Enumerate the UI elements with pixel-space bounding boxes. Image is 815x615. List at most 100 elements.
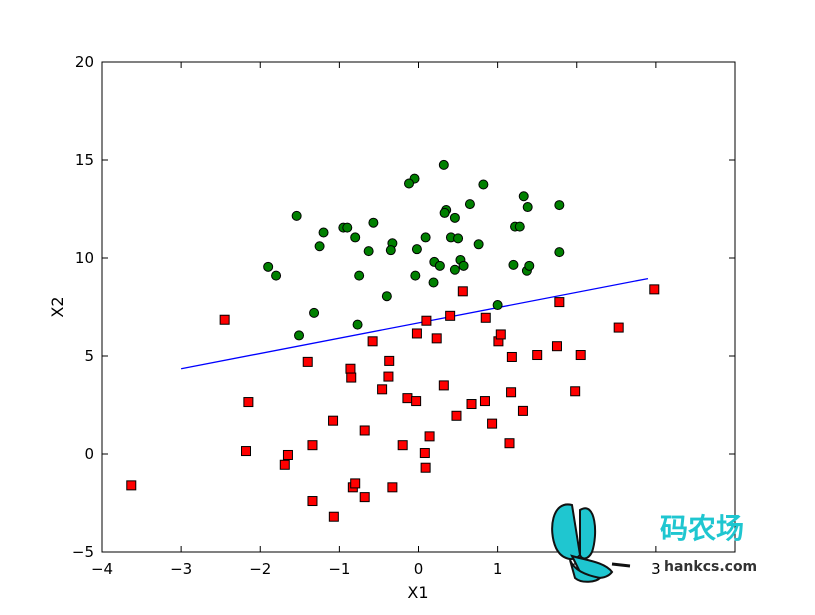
- data-points: [126, 159, 660, 522]
- circle-point: [410, 270, 421, 281]
- square-point: [649, 284, 660, 295]
- square-point: [431, 333, 442, 344]
- square-point: [411, 396, 422, 407]
- square-point: [506, 387, 517, 398]
- x-axis-label: X1: [407, 583, 428, 602]
- square-point: [613, 322, 624, 333]
- square-point: [346, 372, 357, 383]
- circle-point: [518, 191, 529, 202]
- decision-boundary-line: [181, 277, 649, 370]
- circle-point: [554, 200, 565, 211]
- watermark-text: 码农场: [660, 512, 744, 545]
- y-tick-label: 5: [84, 347, 94, 365]
- square-point: [328, 415, 339, 426]
- watermark-url: hankcs.com: [664, 559, 757, 575]
- square-point: [506, 351, 517, 362]
- square-point: [451, 410, 462, 421]
- circle-point: [381, 291, 392, 302]
- circle-point: [514, 221, 525, 232]
- circle-point: [458, 260, 469, 271]
- circle-point: [478, 179, 489, 190]
- square-point: [328, 511, 339, 522]
- square-point: [307, 496, 318, 507]
- square-point: [397, 440, 408, 451]
- square-point: [457, 286, 468, 297]
- square-point: [487, 418, 498, 429]
- square-point: [532, 350, 543, 361]
- square-point: [419, 448, 430, 459]
- x-tick-label: −1: [328, 560, 350, 578]
- y-axis: −5 0 5 10 15 20: [72, 53, 735, 561]
- square-point: [383, 371, 394, 382]
- square-point: [438, 380, 449, 391]
- circle-point: [473, 239, 484, 250]
- circle-point: [449, 212, 460, 223]
- circle-point: [449, 264, 460, 275]
- butterfly-icon: [551, 503, 631, 583]
- y-tick-label: 20: [75, 53, 94, 71]
- square-point: [466, 399, 477, 410]
- circle-point: [363, 246, 374, 257]
- square-point: [424, 431, 435, 442]
- square-point: [350, 478, 361, 489]
- square-point: [480, 312, 491, 323]
- circle-point: [420, 232, 431, 243]
- circle-point: [309, 307, 320, 318]
- square-point: [402, 393, 413, 404]
- square-point: [411, 328, 422, 339]
- x-tick-label: 1: [493, 560, 503, 578]
- square-point: [219, 314, 230, 325]
- square-point: [504, 438, 515, 449]
- y-tick-label: 0: [84, 445, 94, 463]
- circle-point: [492, 300, 503, 311]
- watermark: 码农场 hankcs.com: [551, 503, 757, 583]
- square-point: [367, 336, 378, 347]
- x-tick-label: −3: [170, 560, 192, 578]
- circle-point: [291, 210, 302, 221]
- square-point: [575, 350, 586, 361]
- square-point: [479, 396, 490, 407]
- circle-point: [464, 199, 475, 210]
- square-point: [345, 363, 356, 374]
- circle-point: [368, 217, 379, 228]
- square-point: [359, 425, 370, 436]
- circle-point: [385, 245, 396, 256]
- square-point: [377, 384, 388, 395]
- circle-point: [554, 247, 565, 258]
- circle-point: [294, 330, 305, 341]
- square-point: [551, 341, 562, 352]
- square-point: [554, 297, 565, 308]
- circle-point: [342, 222, 353, 233]
- circle-point: [438, 159, 449, 170]
- circle-point: [314, 241, 325, 252]
- circle-point: [439, 207, 450, 218]
- square-point: [241, 446, 252, 457]
- square-point: [570, 386, 581, 397]
- square-point: [387, 482, 398, 493]
- circle-point: [404, 178, 415, 189]
- square-point: [307, 440, 318, 451]
- circle-point: [428, 277, 439, 288]
- circle-point: [522, 202, 533, 213]
- x-tick-label: 0: [414, 560, 424, 578]
- y-tick-label: 10: [75, 249, 94, 267]
- circle-point: [524, 260, 535, 271]
- square-point: [384, 355, 395, 366]
- y-tick-label: −5: [72, 543, 94, 561]
- square-point: [302, 356, 313, 367]
- square-point: [126, 480, 137, 491]
- y-tick-label: 15: [75, 151, 94, 169]
- square-point: [420, 462, 431, 473]
- square-point: [421, 315, 432, 326]
- circle-point: [354, 270, 365, 281]
- circle-point: [434, 260, 445, 271]
- circle-point: [263, 261, 274, 272]
- circle-point: [352, 319, 363, 330]
- square-point: [279, 459, 290, 470]
- x-tick-label: 3: [651, 560, 661, 578]
- square-point: [517, 405, 528, 416]
- square-point: [243, 397, 254, 408]
- x-tick-label: −2: [249, 560, 271, 578]
- plot-area: [101, 61, 736, 553]
